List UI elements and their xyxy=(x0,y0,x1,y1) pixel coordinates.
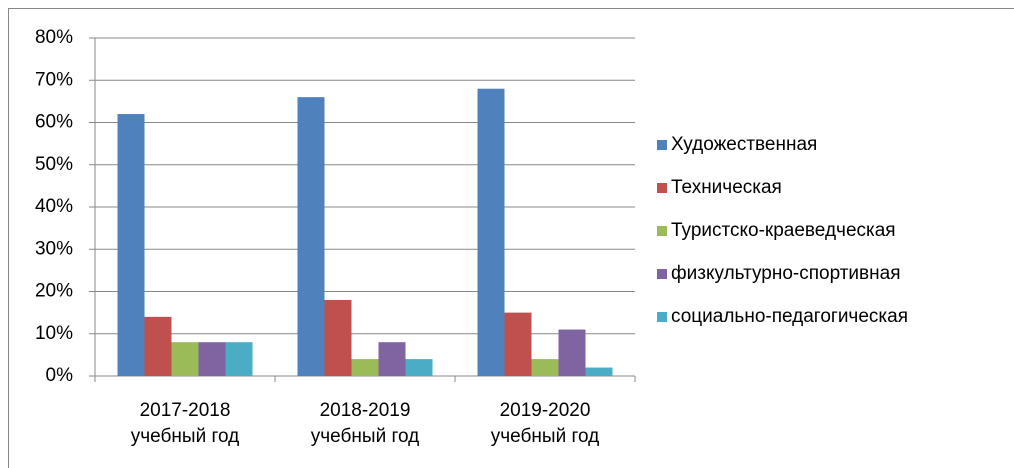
bar xyxy=(378,342,406,376)
legend-swatch xyxy=(657,140,667,150)
bar xyxy=(405,359,433,376)
legend-label: Туристско-краеведческая xyxy=(671,220,896,241)
bar xyxy=(198,342,226,376)
bar xyxy=(225,342,253,376)
y-tick-label: 70% xyxy=(35,69,73,90)
y-tick-label: 50% xyxy=(35,154,73,175)
bar xyxy=(504,312,532,376)
y-tick-label: 60% xyxy=(35,112,73,133)
legend-swatch xyxy=(657,183,667,193)
y-tick-label: 40% xyxy=(35,196,73,217)
bar xyxy=(144,316,172,376)
legend-label: социально-педагогическая xyxy=(671,306,908,327)
y-tick-label: 10% xyxy=(35,323,73,344)
bar xyxy=(117,114,145,377)
legend-label: Художественная xyxy=(671,134,817,155)
legend-swatch xyxy=(657,269,667,279)
y-tick-label: 20% xyxy=(35,281,73,302)
bar xyxy=(351,359,379,376)
bar xyxy=(171,342,199,376)
bar xyxy=(558,329,586,376)
y-tick-label: 30% xyxy=(35,238,73,259)
bar xyxy=(585,367,613,376)
bar xyxy=(324,299,352,376)
legend-swatch xyxy=(657,312,667,322)
bar xyxy=(297,97,325,377)
y-tick-label: 80% xyxy=(35,27,73,48)
x-tick-label: 2019-2020 учебный год xyxy=(490,400,600,447)
bar xyxy=(477,88,505,376)
legend-label: физкультурно-спортивная xyxy=(671,263,900,284)
chart-border xyxy=(8,8,1014,468)
y-tick-label: 0% xyxy=(46,365,74,386)
x-tick-label: 2017-2018 учебный год xyxy=(130,400,240,447)
x-tick-label: 2018-2019 учебный год xyxy=(310,400,420,447)
legend-swatch xyxy=(657,226,667,236)
legend-label: Техническая xyxy=(671,177,782,198)
bar xyxy=(531,359,559,376)
